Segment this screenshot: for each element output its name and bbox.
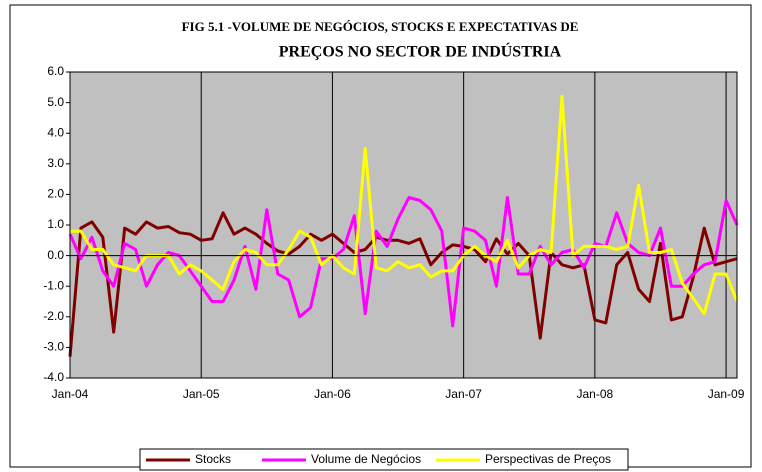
legend-box bbox=[139, 448, 629, 471]
series-line bbox=[68, 211, 738, 357]
y-tick-label: 5.0 bbox=[47, 95, 64, 109]
legend-label: Perspectivas de Preços bbox=[485, 452, 611, 466]
series-line bbox=[68, 196, 739, 328]
x-tick-label: Jan-05 bbox=[183, 387, 220, 401]
y-tick-label: 6.0 bbox=[47, 64, 64, 78]
x-tick-label: Jan-06 bbox=[314, 387, 351, 401]
x-tick-label: Jan-07 bbox=[445, 387, 482, 401]
x-tick-label: Jan-09 bbox=[708, 387, 745, 401]
y-tick-label: -3.0 bbox=[43, 340, 64, 354]
plot-frame bbox=[69, 71, 738, 379]
y-tick-label: -1.0 bbox=[43, 278, 64, 292]
chart-title: FIG 5.1 -VOLUME DE NEGÓCIOS, STOCKS E EX… bbox=[182, 19, 579, 34]
legend-label: Volume de Negócios bbox=[311, 452, 421, 466]
series-line bbox=[70, 95, 739, 316]
y-tick-label: 0.0 bbox=[47, 248, 64, 262]
y-tick-label: -2.0 bbox=[43, 309, 64, 323]
y-tick-label: 1.0 bbox=[47, 217, 64, 231]
x-tick-label: Jan-08 bbox=[577, 387, 614, 401]
x-tick-label: Jan-04 bbox=[52, 387, 89, 401]
y-tick-label: 2.0 bbox=[47, 187, 64, 201]
legend-label: Stocks bbox=[195, 452, 231, 466]
plot-area bbox=[69, 71, 738, 379]
y-tick-label: 3.0 bbox=[47, 156, 64, 170]
y-tick-label: -4.0 bbox=[43, 370, 64, 384]
y-tick-label: 4.0 bbox=[47, 125, 64, 139]
chart-title: PREÇOS NO SECTOR DE INDÚSTRIA bbox=[279, 42, 562, 61]
